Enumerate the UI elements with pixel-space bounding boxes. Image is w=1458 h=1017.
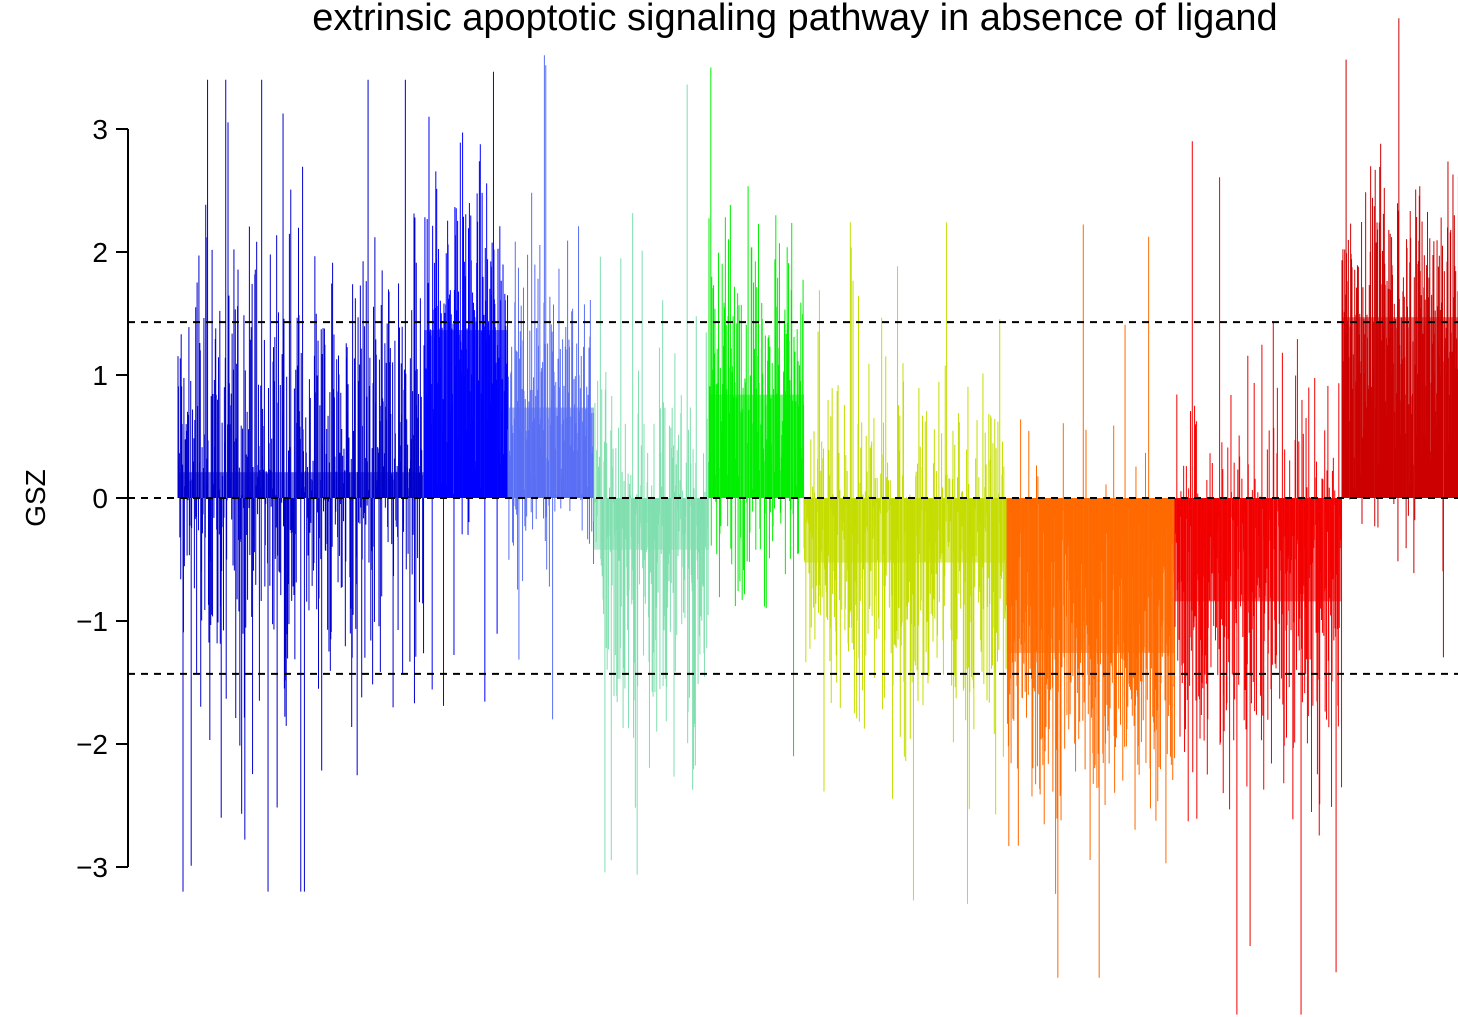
bar-core: [508, 407, 594, 498]
bar-group-4: [593, 84, 710, 875]
chart-title: extrinsic apoptotic signaling pathway in…: [312, 0, 1277, 39]
y-tick-label: −1: [76, 606, 108, 637]
bar-group-7: [1006, 224, 1176, 978]
bar-core: [178, 472, 424, 498]
bar-groups: [177, 18, 1458, 1015]
y-tick-label: 1: [92, 360, 108, 391]
y-tick-label: −2: [76, 729, 108, 760]
reference-lines: [128, 321, 1458, 675]
bar-group-8: [1174, 141, 1343, 1015]
bar-group-9: [1341, 18, 1458, 658]
bar-group-5: [708, 67, 805, 757]
bar-core: [1007, 498, 1175, 653]
bar-group-3: [507, 55, 595, 720]
bar-core: [1342, 317, 1458, 498]
y-tick-label: 3: [92, 114, 108, 145]
y-axis-label: GSZ: [20, 469, 51, 527]
bar-core: [1175, 498, 1342, 602]
bar-core: [709, 394, 804, 498]
bar-group-2: [423, 71, 509, 706]
bar-core: [804, 498, 1007, 563]
y-tick-label: −3: [76, 852, 108, 883]
y-tick-label: 0: [92, 483, 108, 514]
bar-group-1: [177, 79, 425, 892]
bar-core: [594, 498, 709, 550]
bar-group-6: [803, 222, 1008, 904]
bar-core: [424, 330, 508, 498]
y-axis: 3 2 1 0 −1 −2 −3: [76, 114, 129, 883]
y-tick-label: 2: [92, 237, 108, 268]
